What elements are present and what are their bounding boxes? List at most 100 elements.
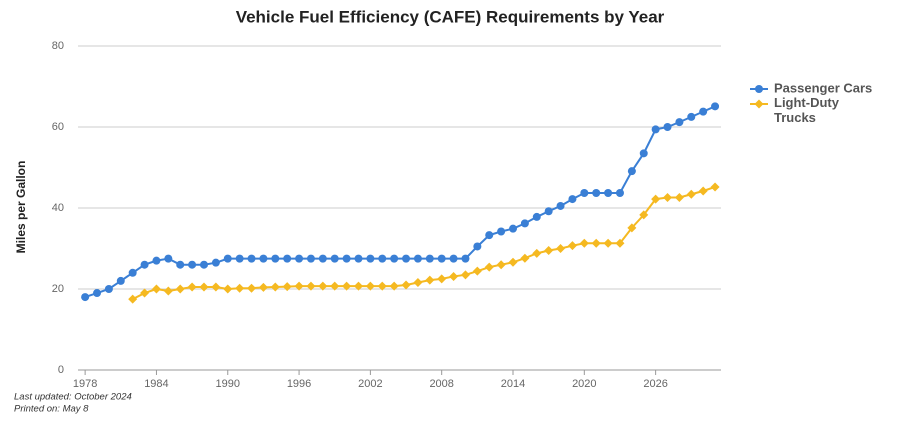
point bbox=[592, 189, 601, 198]
point bbox=[508, 257, 518, 267]
point bbox=[247, 254, 256, 263]
point bbox=[342, 254, 351, 263]
point bbox=[390, 254, 399, 263]
point bbox=[567, 241, 577, 251]
point bbox=[140, 260, 149, 269]
point bbox=[306, 254, 315, 263]
point bbox=[651, 125, 660, 134]
point bbox=[604, 189, 613, 198]
point bbox=[163, 286, 173, 296]
point bbox=[556, 201, 565, 210]
x-tick-label: 1990 bbox=[216, 378, 240, 390]
legend-label-line: Trucks bbox=[774, 110, 816, 125]
point bbox=[176, 260, 185, 269]
point bbox=[699, 107, 708, 116]
point bbox=[223, 284, 233, 294]
point bbox=[627, 223, 637, 233]
point bbox=[402, 254, 411, 263]
point bbox=[532, 212, 541, 221]
point bbox=[401, 280, 411, 290]
point bbox=[520, 219, 529, 228]
legend-label: Passenger Cars bbox=[774, 80, 872, 95]
point bbox=[199, 260, 208, 269]
point bbox=[568, 195, 577, 204]
footnote: Printed on: May 8 bbox=[14, 404, 89, 415]
point bbox=[271, 254, 280, 263]
x-tick-label: 2026 bbox=[643, 378, 667, 390]
point bbox=[449, 271, 459, 281]
point bbox=[639, 149, 648, 158]
point bbox=[627, 167, 636, 176]
x-tick-label: 1996 bbox=[287, 378, 311, 390]
point bbox=[711, 102, 720, 111]
point bbox=[235, 283, 245, 293]
point bbox=[164, 254, 173, 263]
point bbox=[698, 186, 708, 196]
point bbox=[128, 294, 138, 304]
point bbox=[270, 282, 280, 292]
point bbox=[544, 207, 553, 216]
point bbox=[509, 224, 518, 233]
point bbox=[437, 274, 447, 284]
point bbox=[188, 260, 197, 269]
point bbox=[413, 254, 422, 263]
point bbox=[460, 270, 470, 280]
y-tick-label: 80 bbox=[52, 40, 64, 52]
point bbox=[425, 254, 434, 263]
point bbox=[330, 254, 339, 263]
point bbox=[223, 254, 232, 263]
point bbox=[259, 254, 268, 263]
point bbox=[318, 281, 328, 291]
x-tick-label: 2002 bbox=[358, 378, 382, 390]
point bbox=[377, 281, 387, 291]
point bbox=[211, 258, 220, 267]
x-tick-label: 2014 bbox=[501, 378, 525, 390]
point bbox=[663, 123, 672, 131]
y-tick-label: 40 bbox=[52, 202, 64, 214]
point bbox=[187, 282, 197, 292]
point bbox=[295, 254, 304, 263]
series-line bbox=[132, 185, 716, 301]
point bbox=[247, 283, 257, 293]
point bbox=[496, 260, 506, 270]
point bbox=[365, 281, 375, 291]
point bbox=[211, 282, 221, 292]
y-tick-label: 20 bbox=[52, 283, 64, 295]
point bbox=[497, 227, 506, 236]
point bbox=[591, 238, 601, 248]
point bbox=[366, 254, 375, 263]
point bbox=[294, 281, 304, 291]
point bbox=[556, 244, 566, 253]
chart-title: Vehicle Fuel Efficiency (CAFE) Requireme… bbox=[236, 7, 665, 26]
point bbox=[579, 238, 589, 248]
point bbox=[532, 248, 542, 258]
x-tick-label: 1984 bbox=[144, 378, 168, 390]
point bbox=[283, 254, 292, 263]
point bbox=[580, 189, 589, 198]
point bbox=[484, 262, 494, 272]
point bbox=[330, 281, 340, 291]
point bbox=[603, 238, 613, 248]
point bbox=[615, 189, 624, 198]
point bbox=[128, 268, 137, 277]
point bbox=[651, 194, 661, 204]
legend-label: Light-Duty Trucks bbox=[774, 95, 840, 125]
point bbox=[378, 254, 387, 263]
point bbox=[485, 231, 494, 240]
point bbox=[175, 284, 185, 294]
point bbox=[93, 289, 102, 298]
y-axis-label: Miles per Gallon bbox=[14, 161, 28, 254]
x-tick-label: 1978 bbox=[73, 378, 97, 390]
legend-label-line: Light-Duty bbox=[774, 95, 840, 110]
footnote: Last updated: October 2024 bbox=[14, 392, 132, 403]
point bbox=[675, 118, 684, 127]
point bbox=[282, 282, 292, 292]
y-tick-label: 0 bbox=[58, 364, 64, 376]
point bbox=[425, 275, 435, 285]
point bbox=[473, 242, 482, 251]
point bbox=[306, 281, 316, 291]
point bbox=[674, 192, 684, 202]
legend-marker bbox=[754, 99, 764, 109]
legend-marker bbox=[755, 85, 763, 93]
